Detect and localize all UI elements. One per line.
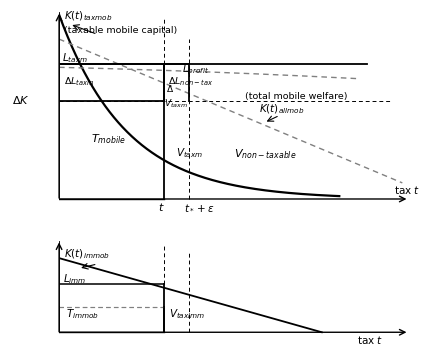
Text: $T_{immob}$: $T_{immob}$ — [66, 308, 99, 322]
Text: $K(t)_{allmob}$: $K(t)_{allmob}$ — [259, 103, 304, 116]
Text: (total mobile welfare): (total mobile welfare) — [245, 92, 347, 101]
Text: $\Delta L_{non-tax}$: $\Delta L_{non-tax}$ — [168, 75, 213, 88]
Text: $K(t)_{taxmob}$: $K(t)_{taxmob}$ — [64, 9, 113, 23]
Text: $L_{taxm}$: $L_{taxm}$ — [62, 51, 88, 65]
Text: $t$: $t$ — [158, 201, 165, 213]
Text: $V_{taxm}$: $V_{taxm}$ — [176, 146, 204, 159]
Text: $V_{non-taxable}$: $V_{non-taxable}$ — [234, 148, 297, 162]
Text: $K(t)_{immob}$: $K(t)_{immob}$ — [64, 247, 110, 261]
Text: $\Delta K$: $\Delta K$ — [12, 94, 30, 106]
Text: tax $t$: tax $t$ — [357, 334, 383, 346]
Text: $t_*+\varepsilon$: $t_*+\varepsilon$ — [184, 203, 215, 213]
Text: $V_{taximm}$: $V_{taximm}$ — [169, 308, 206, 322]
Text: (taxable mobile capital): (taxable mobile capital) — [64, 25, 178, 34]
Text: $\Delta L_{taxm}$: $\Delta L_{taxm}$ — [64, 75, 95, 88]
Text: $L_{imm}$: $L_{imm}$ — [63, 272, 87, 286]
Text: $L_{profit}$: $L_{profit}$ — [182, 62, 209, 77]
Text: $V_{taxm}$: $V_{taxm}$ — [164, 98, 188, 110]
Text: $T_{mobile}$: $T_{mobile}$ — [91, 132, 125, 146]
Text: $\Delta$: $\Delta$ — [166, 83, 174, 94]
Text: tax $t$: tax $t$ — [394, 184, 420, 196]
